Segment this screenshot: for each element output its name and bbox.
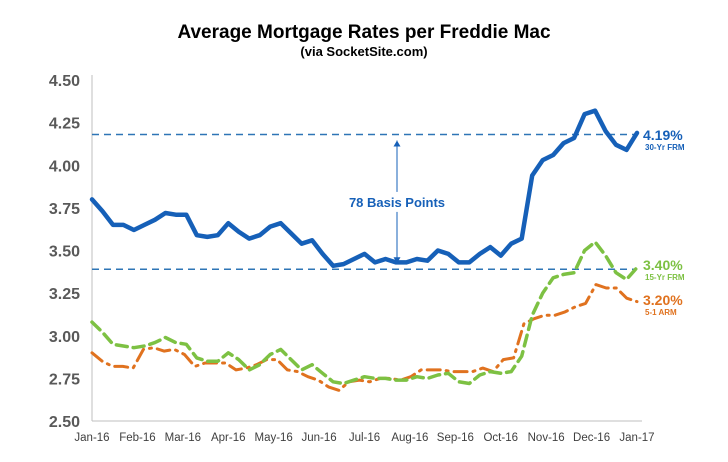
x-tick-label: Oct-16 — [483, 432, 518, 444]
x-tick-label: Jan-17 — [619, 432, 654, 444]
y-tick-label: 2.50 — [49, 414, 80, 431]
x-tick-label: Sep-16 — [437, 432, 474, 444]
end-label-value: 4.19% — [643, 127, 683, 143]
x-tick-label: Jan-16 — [74, 432, 109, 444]
x-tick-label: Feb-16 — [119, 432, 155, 444]
end-label-value: 3.20% — [643, 292, 683, 308]
chart-subtitle: (via SocketSite.com) — [300, 44, 427, 59]
x-tick-label: Dec-16 — [573, 432, 610, 444]
annotation-label-background — [331, 191, 461, 212]
series-line-arm51 — [90, 283, 639, 392]
end-label-value: 3.40% — [643, 257, 683, 273]
y-tick-label: 4.00 — [49, 158, 80, 175]
end-label-name: 15-Yr FRM — [645, 273, 685, 282]
x-tick-label: Nov-16 — [528, 432, 565, 444]
annotation-arrow-head-up — [393, 140, 401, 147]
y-tick-label: 4.25 — [49, 116, 80, 133]
x-tick-label: May-16 — [254, 432, 292, 444]
x-tick-label: Jun-16 — [301, 432, 336, 444]
annotation-label: 78 Basis Points — [349, 195, 445, 210]
series-line-fixed30 — [89, 108, 640, 269]
y-tick-label: 3.00 — [49, 329, 80, 346]
series-line-fixed15 — [90, 240, 639, 386]
x-tick-label: Aug-16 — [391, 432, 428, 444]
x-tick-label: Apr-16 — [211, 432, 246, 444]
y-tick-label: 3.75 — [49, 201, 80, 218]
chart-title: Average Mortgage Rates per Freddie Mac — [177, 22, 551, 43]
x-tick-label: Jul-16 — [349, 432, 380, 444]
x-tick-label: Mar-16 — [165, 432, 201, 444]
end-label-name: 5-1 ARM — [645, 308, 677, 317]
plot-area: 2.50 2.75 3.00 3.25 3.50 3.75 4.00 4.25 4.50 Jan-… — [49, 73, 685, 444]
y-tick-label: 4.50 — [49, 73, 80, 90]
end-label-name: 30-Yr FRM — [645, 143, 685, 152]
y-tick-label: 3.50 — [49, 244, 80, 261]
y-tick-label: 3.25 — [49, 286, 80, 303]
y-tick-label: 2.75 — [49, 371, 80, 388]
